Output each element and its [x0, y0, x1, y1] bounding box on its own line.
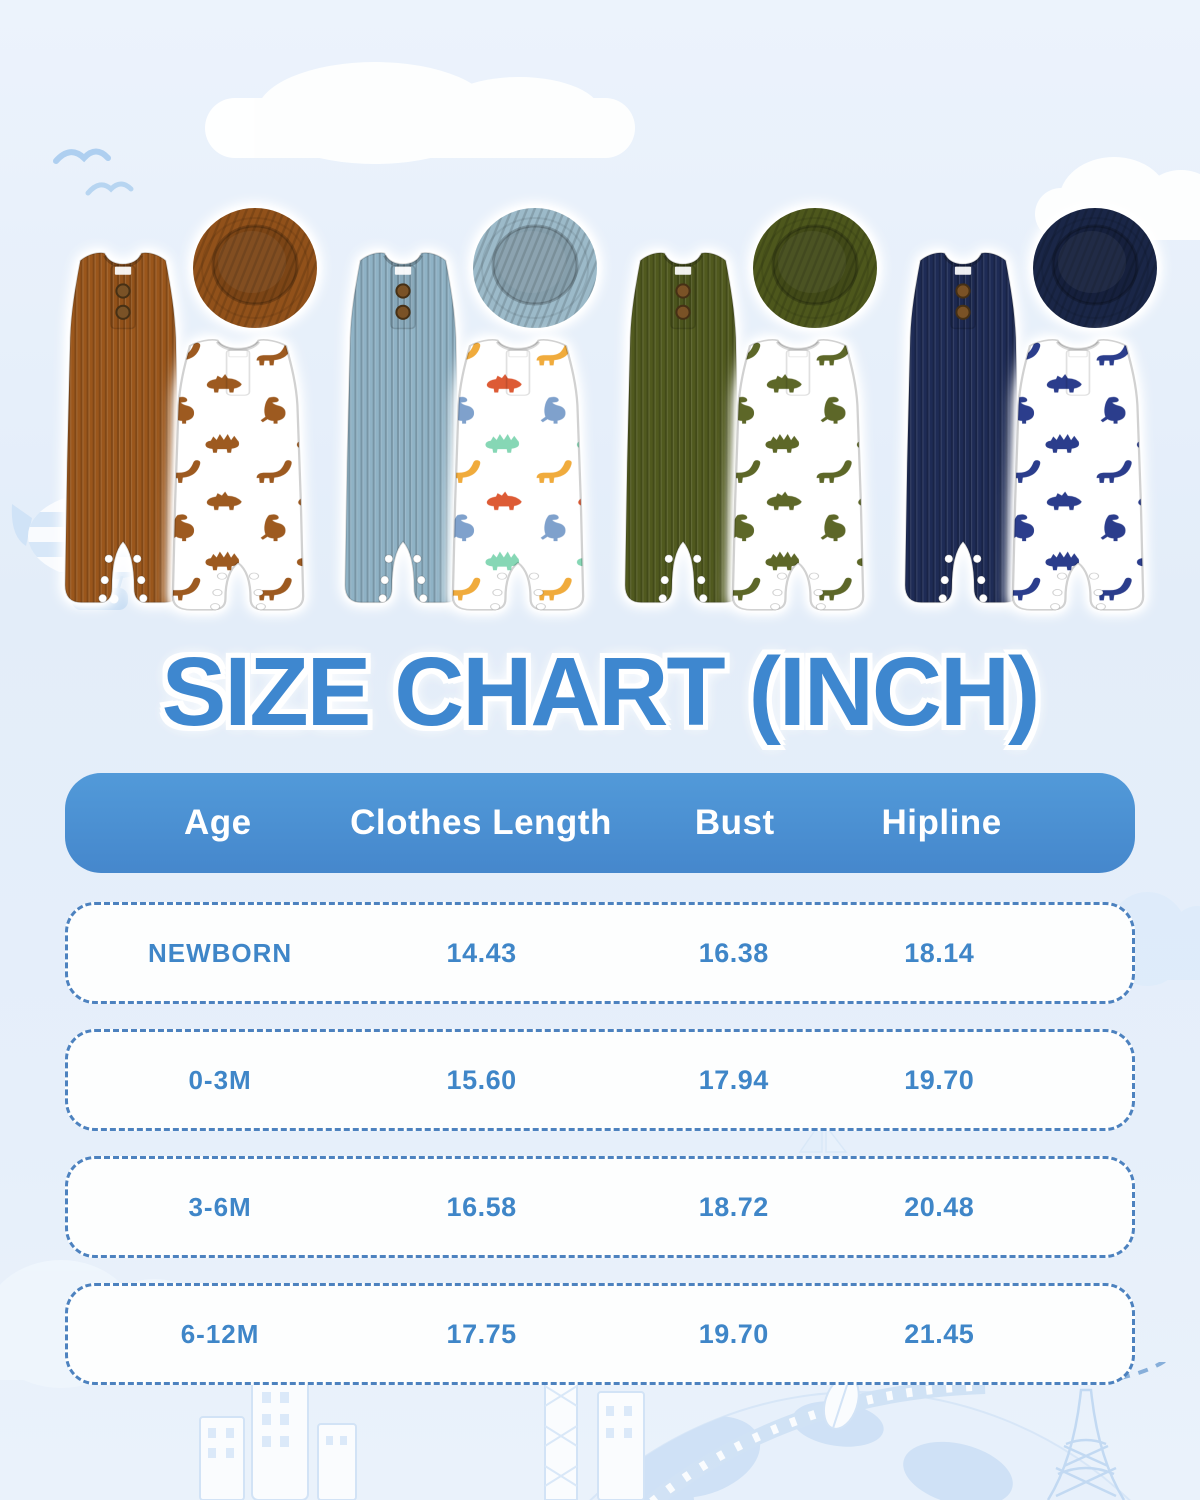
wood-button — [675, 283, 691, 299]
size-row-6-12m: 6-12M 17.75 19.70 21.45 — [65, 1283, 1135, 1385]
dino-print-romper-image — [171, 339, 305, 611]
product-colorway-brown — [40, 178, 320, 630]
wood-button — [115, 304, 131, 320]
bust-cell: 18.72 — [698, 1191, 769, 1222]
wood-button — [115, 283, 131, 299]
bucket-hat-image — [753, 208, 877, 328]
column-header-age: Age — [183, 803, 252, 842]
wood-button — [395, 283, 411, 299]
bucket-hat-image — [473, 208, 597, 328]
brand-tag — [228, 350, 248, 358]
age-cell: 6-12M — [180, 1318, 260, 1349]
page-title: SIZE CHART (INCH) — [161, 637, 1041, 746]
column-header-clothes-length: Clothes Length — [350, 803, 612, 842]
hipline-cell: 21.45 — [904, 1318, 975, 1349]
hipline-cell: 18.14 — [904, 937, 975, 968]
bridge-decor — [647, 1378, 986, 1500]
clothes-length-cell: 15.60 — [446, 1064, 517, 1095]
age-cell: 0-3M — [188, 1064, 252, 1095]
clothes-length-cell: 17.75 — [446, 1318, 517, 1349]
brand-tag — [1068, 350, 1088, 358]
brand-tag — [394, 266, 412, 275]
size-row-newborn: NEWBORN 14.43 16.38 18.14 — [65, 902, 1135, 1004]
solid-romper-image — [904, 252, 1022, 604]
dino-print-romper-image — [451, 339, 585, 611]
size-row-3-6m: 3-6M 16.58 18.72 20.48 — [65, 1156, 1135, 1258]
hipline-cell: 19.70 — [904, 1064, 975, 1095]
product-colorway-navy — [880, 178, 1160, 630]
cloud — [205, 62, 635, 164]
solid-romper-image — [344, 252, 462, 604]
clothes-length-cell: 16.58 — [446, 1191, 517, 1222]
age-cell: 3-6M — [188, 1191, 252, 1222]
size-table: Age Clothes Length Bust Hipline NEWBORN … — [65, 773, 1135, 1385]
product-colorway-dusty-blue — [320, 178, 600, 630]
city-buildings — [199, 1363, 645, 1500]
bucket-hat-image — [1033, 208, 1157, 328]
solid-romper-image — [624, 252, 742, 604]
column-header-hipline: Hipline — [881, 803, 1002, 842]
birds-icon — [53, 148, 134, 196]
brand-tag — [508, 350, 528, 358]
brand-tag — [788, 350, 808, 358]
size-row-0-3m: 0-3M 15.60 17.94 19.70 — [65, 1029, 1135, 1131]
dino-print-romper-image — [731, 339, 865, 611]
wood-button — [395, 304, 411, 320]
dino-print-romper-image — [1011, 339, 1145, 611]
size-table-header: Age Clothes Length Bust Hipline — [65, 773, 1135, 873]
solid-romper-image — [64, 252, 182, 604]
bust-cell: 17.94 — [698, 1064, 769, 1095]
hipline-cell: 20.48 — [904, 1191, 975, 1222]
bucket-hat-image — [193, 208, 317, 328]
wood-button — [675, 304, 691, 320]
brand-tag — [114, 266, 132, 275]
wood-button — [955, 304, 971, 320]
age-cell: NEWBORN — [147, 937, 293, 968]
wood-button — [955, 283, 971, 299]
globe-and-landmarks-decor — [199, 1362, 1167, 1500]
brand-tag — [674, 266, 692, 275]
eiffel-tower-icon — [1046, 1388, 1126, 1500]
clothes-length-cell: 14.43 — [446, 937, 517, 968]
column-header-bust: Bust — [694, 803, 775, 842]
bust-cell: 19.70 — [698, 1318, 769, 1349]
bust-cell: 16.38 — [698, 937, 769, 968]
product-gallery — [40, 178, 1160, 630]
brand-tag — [954, 266, 972, 275]
product-colorway-olive — [600, 178, 880, 630]
